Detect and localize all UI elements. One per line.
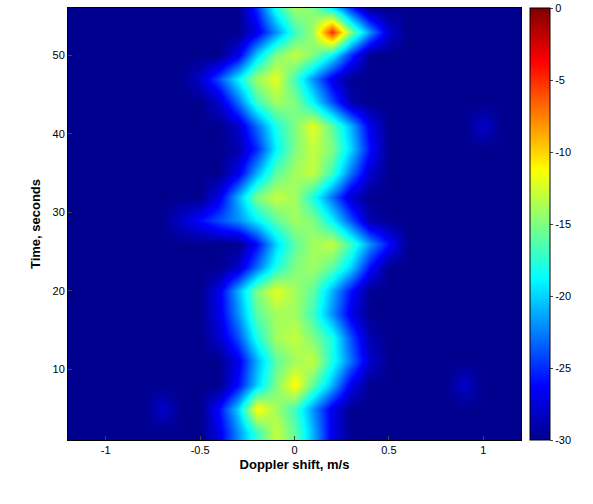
svg-text:30: 30 — [53, 206, 65, 218]
svg-text:-15: -15 — [555, 218, 571, 230]
svg-text:20: 20 — [53, 285, 65, 297]
svg-text:-30: -30 — [555, 434, 571, 446]
svg-text:-1: -1 — [101, 444, 111, 456]
svg-text:0: 0 — [555, 2, 561, 14]
svg-text:40: 40 — [53, 128, 65, 140]
svg-text:10: 10 — [53, 363, 65, 375]
svg-text:-5: -5 — [555, 74, 565, 86]
svg-text:50: 50 — [53, 49, 65, 61]
svg-text:-25: -25 — [555, 362, 571, 374]
svg-text:-0.5: -0.5 — [191, 444, 210, 456]
svg-text:-10: -10 — [555, 146, 571, 158]
svg-text:-20: -20 — [555, 290, 571, 302]
svg-text:1: 1 — [480, 444, 486, 456]
svg-text:0: 0 — [291, 444, 297, 456]
svg-text:Time, seconds: Time, seconds — [28, 179, 43, 269]
svg-text:Doppler shift, m/s: Doppler shift, m/s — [240, 457, 350, 472]
svg-text:0.5: 0.5 — [381, 444, 396, 456]
